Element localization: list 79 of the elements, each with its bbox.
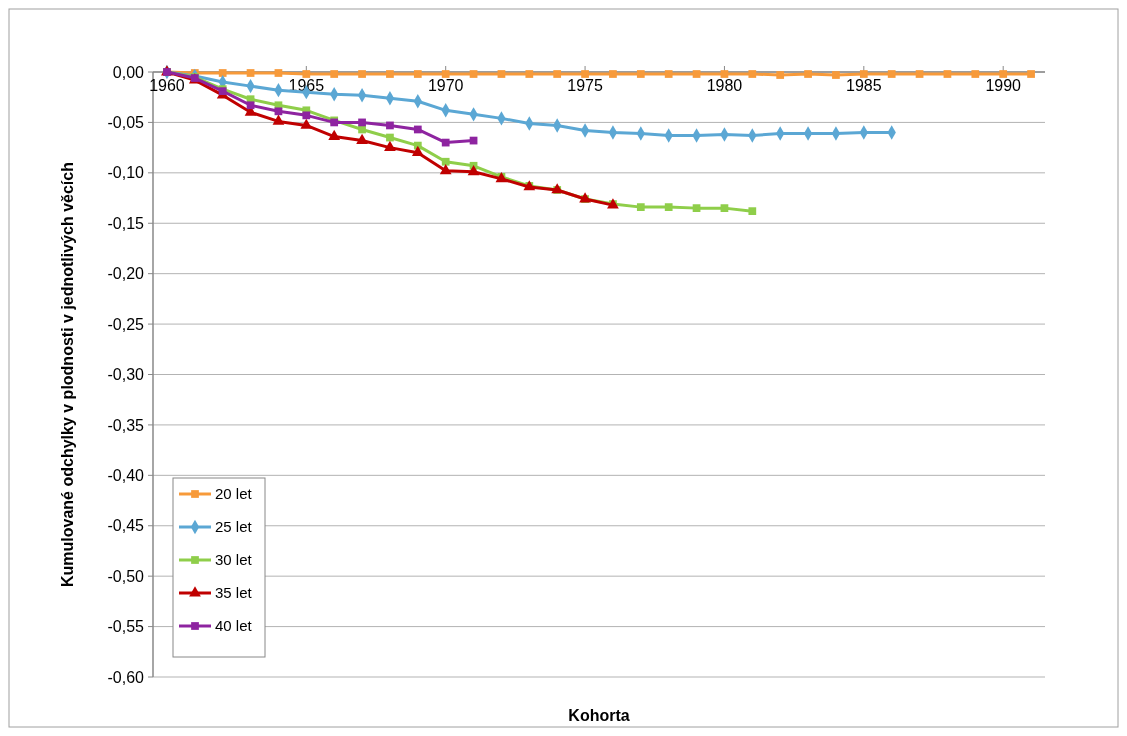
legend-label: 35 let xyxy=(215,584,253,602)
point xyxy=(609,70,617,78)
point xyxy=(246,69,255,77)
x-tick-label: 1970 xyxy=(427,77,464,94)
point xyxy=(413,125,422,134)
point xyxy=(720,204,729,212)
point xyxy=(358,70,366,78)
y-tick-label: -0,20 xyxy=(107,265,145,283)
point xyxy=(804,70,812,78)
point xyxy=(441,138,450,147)
point xyxy=(664,70,673,78)
point xyxy=(358,125,366,134)
point xyxy=(859,70,868,78)
x-tick-label: 1975 xyxy=(567,77,603,94)
point xyxy=(497,70,506,78)
point xyxy=(887,70,896,78)
point xyxy=(302,111,311,120)
y-tick-label: -0,60 xyxy=(107,668,145,686)
point xyxy=(692,204,701,212)
point xyxy=(748,207,757,216)
point xyxy=(525,70,534,78)
y-tick-label: -0,50 xyxy=(107,567,145,585)
y-tick-label: -0,55 xyxy=(107,618,145,636)
point xyxy=(581,70,589,78)
point xyxy=(999,70,1008,78)
point xyxy=(330,70,339,78)
legend-label: 40 let xyxy=(215,617,253,635)
y-tick-label: -0,35 xyxy=(107,416,145,434)
x-tick-label: 1960 xyxy=(149,77,185,94)
y-tick-label: -0,10 xyxy=(107,164,145,182)
point xyxy=(943,70,952,78)
point xyxy=(356,133,368,144)
x-tick-label: 1965 xyxy=(288,77,325,94)
point xyxy=(246,101,255,110)
point xyxy=(469,70,478,78)
point xyxy=(692,70,701,78)
point xyxy=(274,69,283,77)
point xyxy=(218,69,227,77)
y-tick-label: -0,30 xyxy=(107,366,145,384)
point xyxy=(467,165,480,176)
y-tick-label: 0,00 xyxy=(112,63,145,81)
x-tick-label: 1990 xyxy=(985,77,1022,94)
x-tick-label: 1980 xyxy=(706,77,743,94)
point xyxy=(439,164,452,175)
point xyxy=(411,145,424,157)
point xyxy=(915,70,924,78)
point xyxy=(274,107,283,116)
y-axis-title: Kumulované odchylky v plodnosti v jednotlivých věcích xyxy=(59,162,76,587)
y-tick-label: -0,45 xyxy=(107,517,145,535)
point xyxy=(386,70,394,78)
point xyxy=(636,70,645,78)
point xyxy=(720,70,729,78)
point xyxy=(386,121,394,130)
y-tick-label: -0,15 xyxy=(107,214,145,232)
point xyxy=(971,70,980,78)
point xyxy=(1027,70,1035,78)
point xyxy=(358,118,366,127)
y-tick-label: -0,40 xyxy=(107,466,145,484)
point xyxy=(636,203,645,211)
point xyxy=(776,71,785,79)
legend-label: 30 let xyxy=(215,551,253,569)
point xyxy=(384,140,396,152)
legend-label: 20 let xyxy=(215,485,253,503)
point xyxy=(413,70,422,78)
y-tick-label: -0,25 xyxy=(107,315,145,333)
point xyxy=(441,70,450,78)
point xyxy=(553,70,562,78)
x-tick-label: 1985 xyxy=(846,77,882,94)
point xyxy=(664,203,673,211)
point xyxy=(832,71,840,79)
point xyxy=(386,133,394,142)
point xyxy=(272,114,285,125)
point xyxy=(328,129,341,140)
legend-label: 25 let xyxy=(215,518,253,536)
point xyxy=(441,157,450,166)
point xyxy=(748,70,757,78)
x-axis-title: Kohorta xyxy=(568,707,630,724)
y-tick-label: -0,05 xyxy=(107,114,145,132)
point xyxy=(302,70,311,78)
